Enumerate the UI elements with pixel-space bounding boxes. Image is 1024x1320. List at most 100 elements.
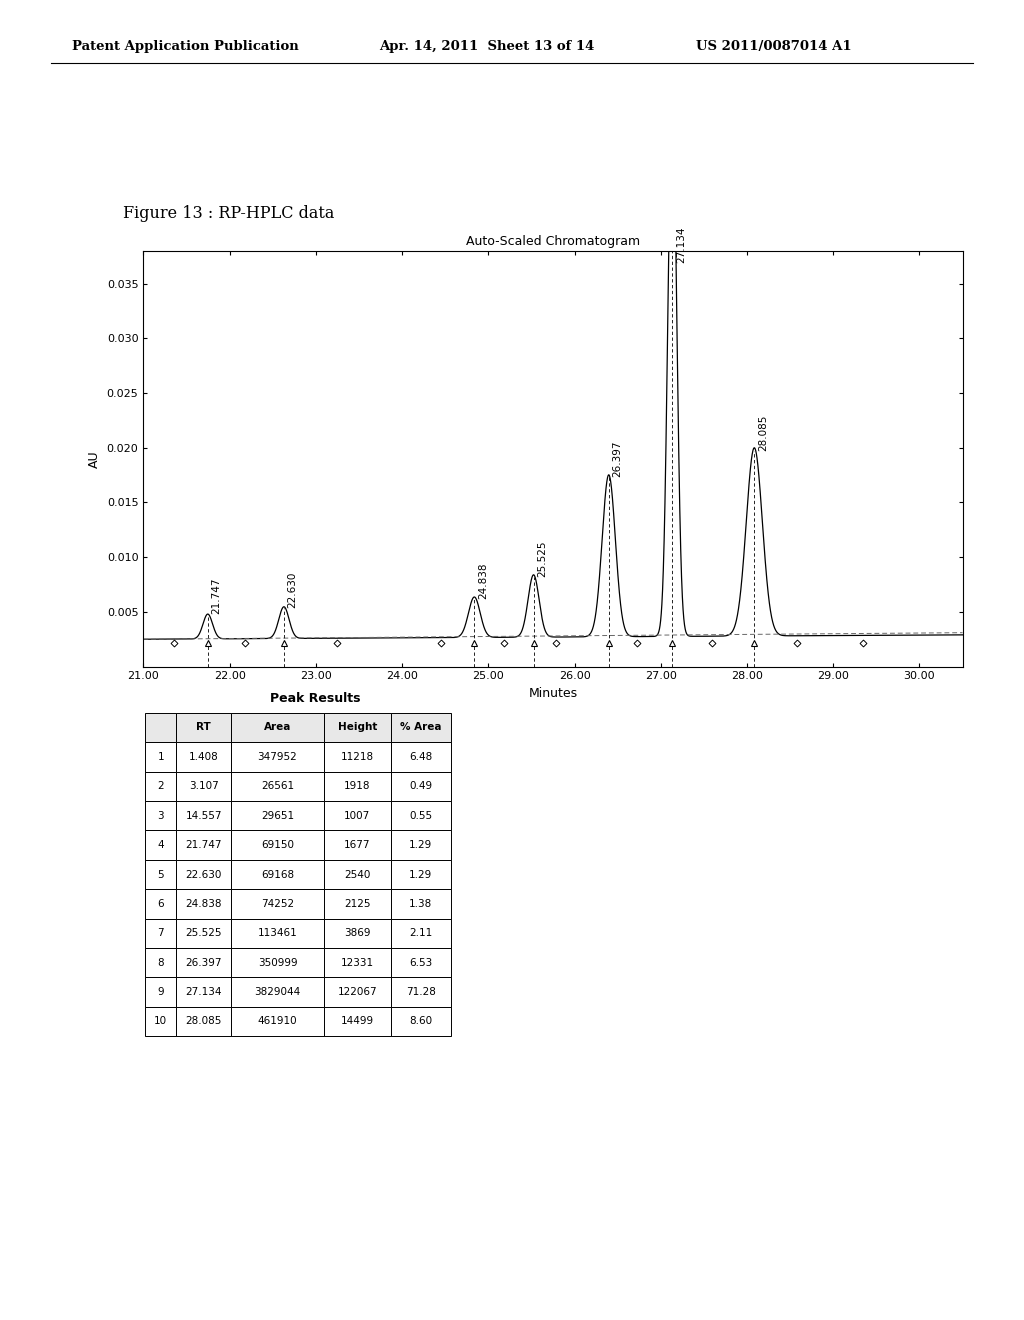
Bar — [324, 772, 391, 801]
Text: 3.107: 3.107 — [188, 781, 219, 791]
Bar — [176, 890, 231, 919]
Bar — [324, 801, 391, 830]
Bar — [145, 977, 176, 1007]
Bar — [176, 742, 231, 772]
Text: 6.48: 6.48 — [410, 752, 432, 762]
Bar — [231, 890, 324, 919]
Text: 1.29: 1.29 — [410, 870, 432, 879]
Text: 2.11: 2.11 — [410, 928, 432, 939]
Text: 22.630: 22.630 — [288, 572, 297, 607]
Text: 28.085: 28.085 — [758, 414, 768, 451]
Bar — [145, 859, 176, 890]
Text: Peak Results: Peak Results — [270, 692, 360, 705]
Text: 1918: 1918 — [344, 781, 371, 791]
Bar — [145, 830, 176, 859]
Bar — [231, 772, 324, 801]
Text: Area: Area — [264, 722, 291, 733]
Text: 24.838: 24.838 — [185, 899, 222, 909]
Bar — [176, 801, 231, 830]
Text: 1.29: 1.29 — [410, 840, 432, 850]
Text: 69168: 69168 — [261, 870, 294, 879]
Bar — [391, 801, 451, 830]
Text: % Area: % Area — [400, 722, 441, 733]
Bar — [176, 830, 231, 859]
Text: 122067: 122067 — [338, 987, 377, 997]
Bar — [231, 948, 324, 977]
Text: 28.085: 28.085 — [185, 1016, 222, 1027]
Text: 27.134: 27.134 — [676, 227, 686, 263]
Text: RT: RT — [197, 722, 211, 733]
Bar — [391, 742, 451, 772]
Y-axis label: AU: AU — [88, 450, 101, 467]
Text: 1007: 1007 — [344, 810, 371, 821]
Bar — [324, 742, 391, 772]
Bar — [324, 948, 391, 977]
Text: 25.525: 25.525 — [537, 540, 547, 577]
Bar — [145, 919, 176, 948]
Text: 8.60: 8.60 — [410, 1016, 432, 1027]
Bar — [231, 919, 324, 948]
Text: 6.53: 6.53 — [410, 958, 432, 968]
Text: 2125: 2125 — [344, 899, 371, 909]
Text: 26.397: 26.397 — [612, 441, 623, 478]
Text: 2540: 2540 — [344, 870, 371, 879]
Text: 10: 10 — [155, 1016, 167, 1027]
Bar — [324, 890, 391, 919]
Text: 1.408: 1.408 — [188, 752, 219, 762]
Bar — [176, 948, 231, 977]
Text: 8: 8 — [158, 958, 164, 968]
Bar — [145, 772, 176, 801]
Bar — [176, 919, 231, 948]
Bar — [145, 1007, 176, 1036]
Bar — [391, 919, 451, 948]
Text: 14.557: 14.557 — [185, 810, 222, 821]
Text: 11218: 11218 — [341, 752, 374, 762]
Text: US 2011/0087014 A1: US 2011/0087014 A1 — [696, 40, 852, 53]
Bar — [231, 713, 324, 742]
Bar — [324, 919, 391, 948]
Text: 69150: 69150 — [261, 840, 294, 850]
Text: 71.28: 71.28 — [406, 987, 436, 997]
Text: Apr. 14, 2011  Sheet 13 of 14: Apr. 14, 2011 Sheet 13 of 14 — [379, 40, 594, 53]
Text: 9: 9 — [158, 987, 164, 997]
Text: 2: 2 — [158, 781, 164, 791]
X-axis label: Minutes: Minutes — [528, 686, 578, 700]
Text: 3829044: 3829044 — [254, 987, 301, 997]
Text: 0.49: 0.49 — [410, 781, 432, 791]
Text: 3: 3 — [158, 810, 164, 821]
Title: Auto-Scaled Chromatogram: Auto-Scaled Chromatogram — [466, 235, 640, 248]
Bar — [231, 977, 324, 1007]
Bar — [145, 713, 176, 742]
Text: 26.397: 26.397 — [185, 958, 222, 968]
Text: 12331: 12331 — [341, 958, 374, 968]
Text: 26561: 26561 — [261, 781, 294, 791]
Text: 6: 6 — [158, 899, 164, 909]
Text: 350999: 350999 — [258, 958, 297, 968]
Bar — [176, 859, 231, 890]
Bar — [176, 713, 231, 742]
Bar — [324, 830, 391, 859]
Bar — [391, 772, 451, 801]
Bar — [324, 859, 391, 890]
Bar — [391, 859, 451, 890]
Text: 1677: 1677 — [344, 840, 371, 850]
Bar — [145, 742, 176, 772]
Bar — [231, 1007, 324, 1036]
Bar — [391, 713, 451, 742]
Text: 27.134: 27.134 — [185, 987, 222, 997]
Text: 24.838: 24.838 — [478, 562, 487, 599]
Text: 14499: 14499 — [341, 1016, 374, 1027]
Text: 25.525: 25.525 — [185, 928, 222, 939]
Bar — [231, 801, 324, 830]
Text: 21.747: 21.747 — [185, 840, 222, 850]
Text: 74252: 74252 — [261, 899, 294, 909]
Text: 1: 1 — [158, 752, 164, 762]
Text: 1.38: 1.38 — [410, 899, 432, 909]
Bar — [176, 977, 231, 1007]
Text: 0.55: 0.55 — [410, 810, 432, 821]
Bar — [324, 1007, 391, 1036]
Text: Patent Application Publication: Patent Application Publication — [72, 40, 298, 53]
Text: 5: 5 — [158, 870, 164, 879]
Bar — [176, 772, 231, 801]
Text: 7: 7 — [158, 928, 164, 939]
